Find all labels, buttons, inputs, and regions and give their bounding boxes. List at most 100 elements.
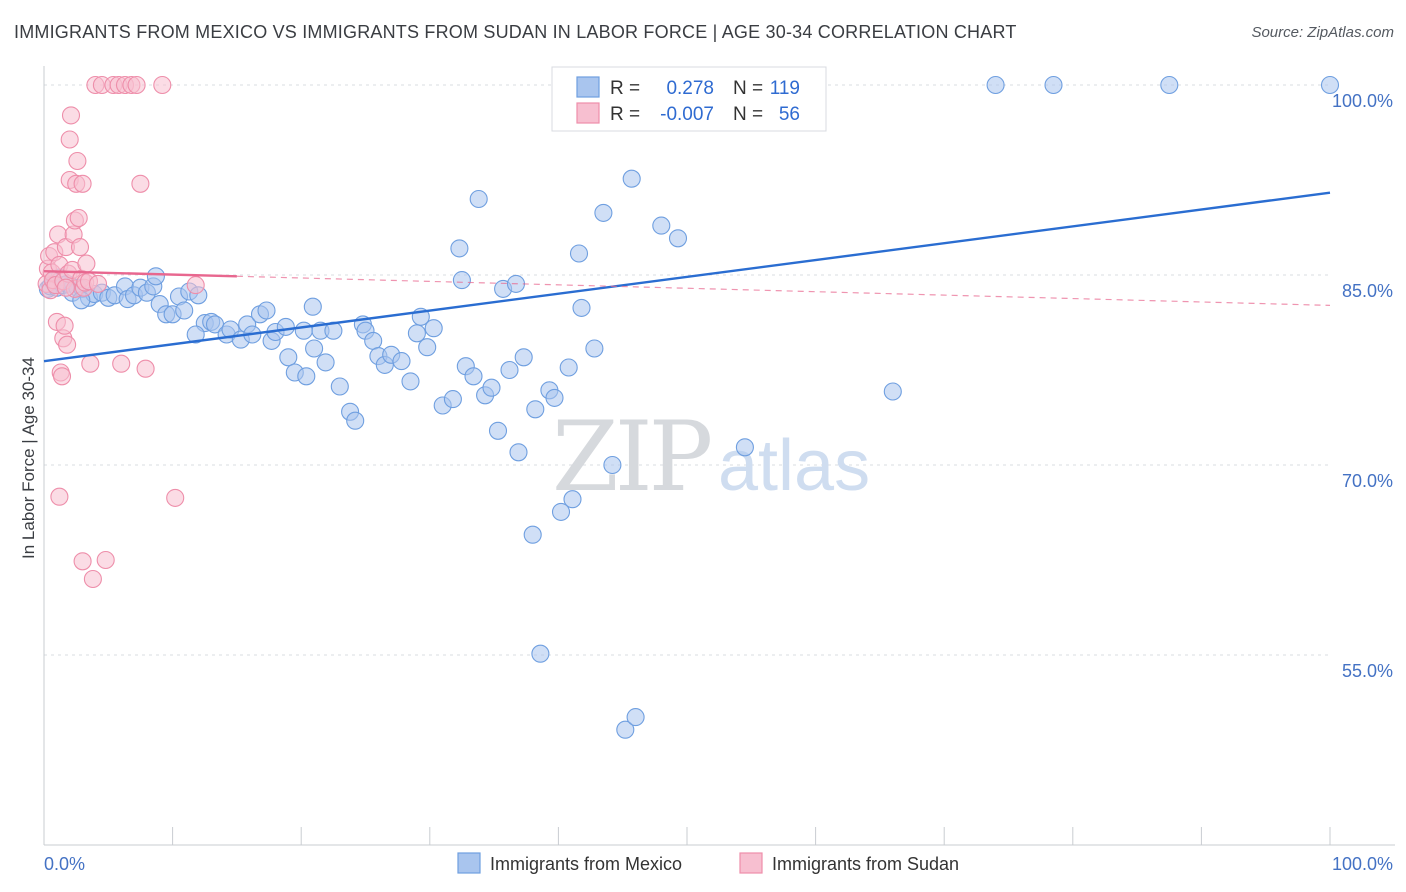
point-sudan-49 — [131, 174, 150, 193]
watermark-atlas: atlas — [718, 426, 870, 506]
point-sudan-21 — [60, 130, 79, 149]
trend-line-dashed-sudan — [236, 275, 1331, 306]
point-mexico-101 — [668, 229, 688, 248]
point-mexico-70 — [464, 367, 483, 386]
point-mexico-88 — [572, 298, 591, 317]
legend-n-value-mexico: 119 — [770, 78, 800, 99]
point-mexico-46 — [305, 339, 324, 358]
point-sudan-38 — [81, 354, 100, 373]
legend-swatch-mexico — [576, 76, 600, 98]
correlation-legend: R = 0.278 N = 119 R = -0.007 N = 56 — [551, 66, 827, 132]
point-sudan-50 — [136, 359, 155, 378]
point-sudan-41 — [88, 274, 108, 293]
point-mexico-79 — [514, 348, 533, 367]
point-mexico-118 — [526, 400, 545, 419]
point-sudan-11 — [50, 487, 69, 506]
trend-line-mexico — [43, 191, 1331, 363]
source-label: Source: ZipAtlas.com — [1251, 24, 1394, 41]
legend-bottom-swatch-mexico — [457, 852, 481, 874]
y-tick-label-0: 100.0% — [1332, 91, 1393, 111]
point-mexico-87 — [569, 244, 589, 263]
point-mexico-81 — [531, 644, 550, 663]
gridlines — [44, 84, 1330, 656]
point-sudan-32 — [73, 174, 92, 193]
point-mexico-73 — [482, 378, 501, 397]
point-sudan-13 — [52, 367, 72, 386]
y-tick-labels: 100.0% 85.0% 70.0% 55.0% — [1332, 91, 1393, 681]
trend-lines — [43, 191, 1331, 363]
x-tick-label-1: 100.0% — [1332, 854, 1393, 874]
legend-n-label-mexico: N = — [733, 78, 763, 99]
point-sudan-48 — [127, 75, 146, 95]
point-sudan-29 — [69, 208, 88, 228]
point-mexico-44 — [294, 321, 313, 340]
legend-bottom-label-mexico: Immigrants from Mexico — [490, 854, 682, 874]
point-sudan-51 — [153, 75, 172, 95]
point-mexico-86 — [563, 490, 582, 509]
point-mexico-61 — [407, 324, 426, 343]
x-tick-label-0: 0.0% — [44, 854, 85, 874]
point-mexico-76 — [500, 360, 519, 380]
point-mexico-55 — [364, 331, 383, 350]
legend-bottom-label-sudan: Immigrants from Sudan — [772, 854, 959, 874]
point-mexico-63 — [418, 338, 437, 357]
point-mexico-80 — [523, 525, 542, 544]
point-mexico-59 — [392, 352, 411, 371]
point-mexico-66 — [443, 390, 462, 409]
point-mexico-64 — [424, 319, 443, 338]
point-mexico-99 — [652, 216, 671, 235]
point-mexico-42 — [279, 348, 298, 367]
point-sudan-22 — [61, 106, 81, 125]
point-mexico-45 — [297, 367, 316, 386]
point-mexico-96 — [626, 708, 645, 727]
point-sudan-53 — [186, 276, 205, 295]
watermark: ZIP atlas — [552, 401, 870, 513]
legend-r-label-sudan: R = — [610, 104, 640, 125]
point-mexico-83 — [545, 388, 564, 407]
point-mexico-110 — [883, 382, 902, 401]
point-mexico-84 — [551, 502, 571, 521]
point-mexico-38 — [257, 301, 276, 320]
point-mexico-85 — [559, 358, 578, 377]
legend-n-label-sudan: N = — [733, 104, 763, 125]
series-legend: Immigrants from Mexico Immigrants from S… — [457, 852, 959, 874]
y-tick-label-1: 85.0% — [1342, 281, 1393, 301]
point-sudan-16 — [55, 316, 74, 335]
point-sudan-30 — [70, 238, 90, 257]
point-mexico-114 — [1320, 75, 1340, 95]
point-mexico-48 — [316, 353, 335, 372]
y-axis-label: In Labor Force | Age 30-34 — [19, 357, 38, 559]
point-mexico-93 — [603, 455, 622, 475]
point-mexico-67 — [450, 239, 469, 258]
legend-swatch-sudan — [576, 102, 600, 124]
point-mexico-52 — [346, 411, 365, 430]
point-sudan-33 — [73, 552, 92, 571]
point-mexico-95 — [622, 169, 641, 188]
point-mexico-116 — [186, 325, 205, 344]
point-mexico-74 — [488, 421, 508, 440]
x-tick-labels: 0.0% 100.0% — [44, 854, 1393, 874]
point-mexico-117 — [303, 297, 322, 316]
point-sudan-39 — [83, 569, 102, 589]
point-mexico-94 — [616, 720, 635, 739]
point-sudan-52 — [166, 488, 185, 507]
point-mexico-111 — [986, 75, 1005, 95]
point-sudan-54 — [96, 550, 115, 570]
y-tick-label-2: 70.0% — [1342, 471, 1393, 491]
point-sudan-45 — [112, 354, 131, 373]
point-sudan-18 — [58, 335, 77, 354]
point-mexico-78 — [509, 443, 528, 462]
legend-r-value-sudan: -0.007 — [660, 104, 714, 125]
chart-title: IMMIGRANTS FROM MEXICO VS IMMIGRANTS FRO… — [14, 22, 1017, 42]
point-mexico-112 — [1044, 75, 1063, 95]
point-sudan-28 — [68, 151, 87, 171]
point-mexico-50 — [330, 377, 349, 396]
point-mexico-21 — [146, 267, 165, 286]
point-sudan-55 — [56, 278, 75, 297]
legend-r-label-mexico: R = — [610, 78, 640, 99]
y-tick-label-3: 55.0% — [1342, 661, 1393, 681]
trend-line-sudan — [43, 270, 237, 278]
point-mexico-113 — [1160, 75, 1179, 95]
point-mexico-91 — [594, 203, 613, 222]
